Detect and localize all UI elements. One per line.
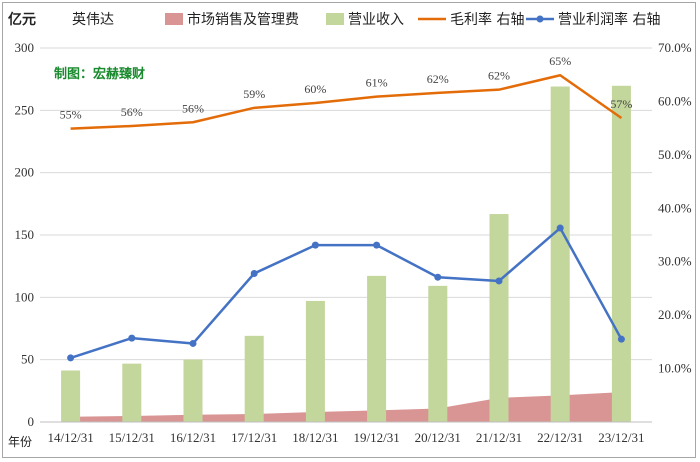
credit-label: 制图：宏赫臻财: [54, 66, 145, 82]
legend-label: 毛利率 右轴: [450, 11, 524, 28]
operating-margin-point: [373, 241, 381, 249]
x-tick-label: 16/12/31: [170, 430, 216, 445]
x-tick-label: 20/12/31: [415, 430, 461, 445]
legend[interactable]: 市场销售及管理费 营业收入 毛利率 右轴 营业利润率 右轴: [165, 11, 660, 28]
operating-margin-point: [128, 334, 136, 342]
y-left-tick-label: 0: [28, 414, 35, 429]
chart-frame: [2, 2, 696, 458]
y-left-tick-label: 100: [15, 289, 35, 304]
gross-margin-data-label: 62%: [488, 69, 510, 83]
revenue-bar: [61, 370, 81, 422]
gross-margin-data-label: 59%: [243, 87, 265, 101]
gross-margin-data-label: 60%: [304, 82, 326, 96]
x-tick-label: 17/12/31: [231, 430, 277, 445]
x-tick-label: 21/12/31: [476, 430, 522, 445]
gridlines: [40, 47, 652, 361]
x-axis-label: 年份: [8, 435, 32, 449]
area-marketing-expense: [70, 392, 622, 422]
operating-margin-point: [434, 273, 442, 281]
gross-margin-data-label: 55%: [60, 108, 82, 122]
revenue-bar: [550, 86, 570, 422]
gross-margin-data-label: 57%: [610, 97, 632, 111]
revenue-bar: [183, 359, 203, 422]
x-tick-label: 22/12/31: [537, 430, 583, 445]
gross-margin-data-label: 65%: [549, 54, 571, 68]
x-tick-label: 18/12/31: [292, 430, 338, 445]
x-tick-label: 14/12/31: [47, 430, 93, 445]
y-left-unit: 亿元: [8, 11, 36, 28]
operating-margin-line: [70, 226, 623, 360]
area-series: [70, 391, 622, 422]
y-left-tick-label: 200: [15, 165, 35, 180]
y-right-tick-label: 40.0%: [658, 200, 692, 215]
revenue-bar: [367, 275, 387, 422]
line-series: 55% 56% 56% 59% 60% 61% 62% 62% 65% 57%: [60, 54, 632, 362]
revenue-bar: [428, 285, 448, 422]
revenue-bar: [122, 363, 142, 422]
revenue-bar: [244, 335, 264, 422]
operating-margin-point: [311, 241, 319, 249]
bar-series: [61, 85, 631, 423]
gross-margin-data-label: 61%: [366, 76, 388, 90]
legend-label: 营业利润率 右轴: [558, 11, 660, 28]
revenue-bar: [305, 300, 325, 422]
operating-margin-point: [495, 277, 503, 285]
y-right-tick-label: 10.0%: [658, 361, 692, 376]
operating-margin-point: [67, 354, 75, 362]
y-left-tick-label: 300: [15, 40, 35, 55]
x-tick-label: 23/12/31: [598, 430, 644, 445]
operating-margin-point: [556, 224, 564, 232]
legend-marker: [536, 15, 544, 23]
y-right-tick-label: 50.0%: [658, 147, 692, 162]
gross-margin-data-label: 56%: [121, 105, 143, 119]
y-left-tick-label: 150: [15, 227, 35, 242]
y-right-tick-label: 60.0%: [658, 93, 692, 108]
y-right-tick-label: 70.0%: [658, 40, 692, 55]
company-name: 英伟达: [72, 11, 114, 28]
y-left-tick-label: 250: [15, 102, 35, 117]
y-right-tick-label: 30.0%: [658, 254, 692, 269]
axes: 0 50 100 150 200 250 300 10.0% 20.0% 30.0% 40.0% 50…: [15, 40, 692, 445]
x-tick-label: 15/12/31: [109, 430, 155, 445]
legend-swatch: [165, 13, 183, 25]
y-left-tick-label: 50: [21, 352, 34, 367]
legend-swatch: [326, 13, 344, 25]
x-tick-label: 19/12/31: [353, 430, 399, 445]
gross-margin-data-label: 62%: [427, 72, 449, 86]
gross-margin-data-label: 56%: [182, 101, 204, 115]
legend-label: 市场销售及管理费: [187, 11, 299, 28]
operating-margin-point: [189, 339, 197, 347]
legend-label: 营业收入: [348, 12, 404, 28]
operating-margin-point: [250, 269, 258, 277]
y-right-tick-label: 20.0%: [658, 307, 692, 322]
revenue-bar: [489, 214, 509, 422]
gross-margin-line: [70, 73, 623, 130]
revenue-bar: [611, 85, 631, 423]
operating-margin-point: [617, 335, 625, 343]
